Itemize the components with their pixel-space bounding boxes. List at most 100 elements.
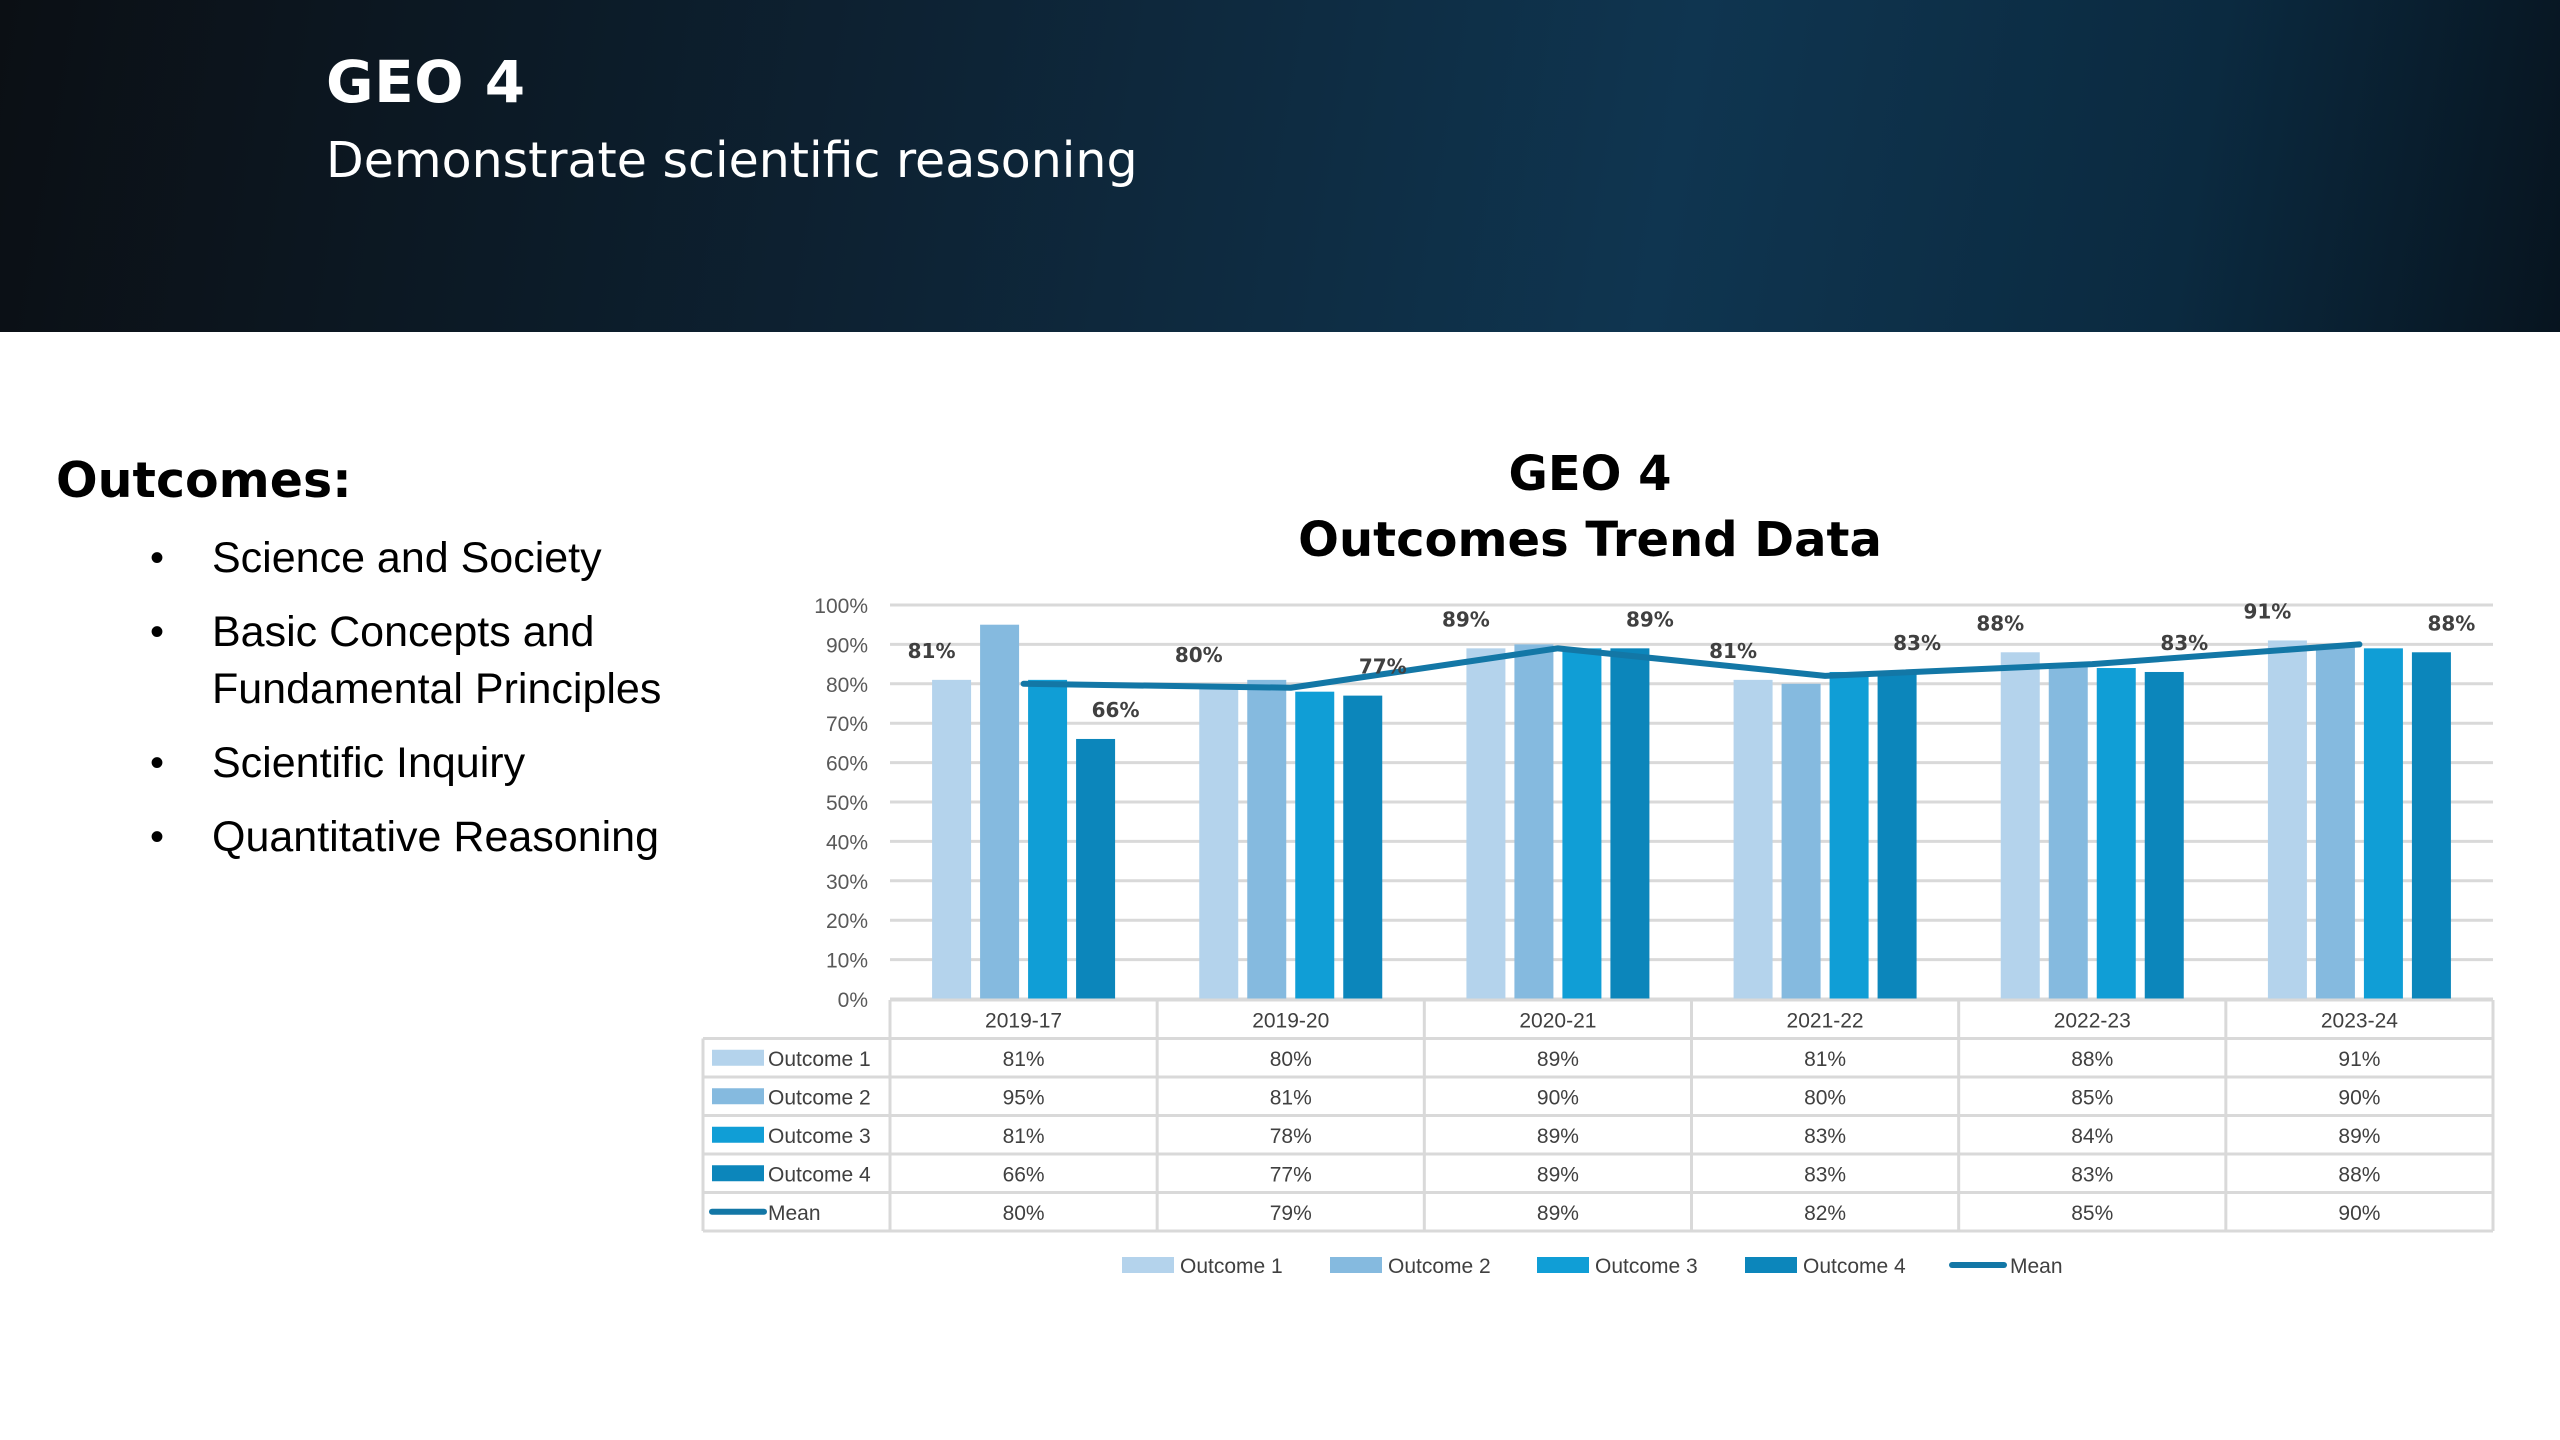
table-series-name: Outcome 2 bbox=[768, 1086, 871, 1109]
table-cell: 88% bbox=[2338, 1163, 2380, 1186]
bar-outcome-2 bbox=[1781, 683, 1821, 999]
legend-label: Outcome 1 bbox=[1180, 1255, 1283, 1278]
y-tick-label: 40% bbox=[826, 831, 868, 854]
bar-outcome-3 bbox=[1829, 671, 1869, 999]
data-label: 88% bbox=[2427, 611, 2475, 635]
table-series-name: Outcome 3 bbox=[768, 1125, 871, 1148]
legend-label: Outcome 4 bbox=[1803, 1255, 1906, 1278]
y-tick-label: 60% bbox=[826, 753, 868, 776]
table-series-name: Mean bbox=[768, 1202, 821, 1225]
table-cell: 82% bbox=[1804, 1202, 1846, 1225]
legend-key-outcome-3 bbox=[1537, 1257, 1589, 1273]
bar-outcome-1 bbox=[1199, 683, 1239, 999]
table-legend-key-outcome-3 bbox=[712, 1126, 764, 1143]
table-cell: 81% bbox=[1270, 1086, 1312, 1109]
category-label: 2020-21 bbox=[1519, 1009, 1596, 1032]
y-tick-label: 80% bbox=[826, 674, 868, 697]
table-cell: 80% bbox=[1804, 1086, 1846, 1109]
table-legend-key-outcome-1 bbox=[712, 1049, 764, 1066]
header-banner: GEO 4 Demonstrate scientific reasoning bbox=[0, 0, 2560, 332]
bar-outcome-2 bbox=[980, 624, 1020, 999]
legend-key-outcome-2 bbox=[1330, 1257, 1382, 1273]
bar-outcome-4 bbox=[2411, 652, 2451, 999]
bar-outcome-2 bbox=[2048, 664, 2088, 999]
chart-title-line-2: Outcomes Trend Data bbox=[1298, 512, 1882, 568]
y-tick-label: 10% bbox=[826, 950, 868, 973]
table-cell: 95% bbox=[1003, 1086, 1045, 1109]
table-cell: 78% bbox=[1270, 1125, 1312, 1148]
table-cell: 77% bbox=[1270, 1163, 1312, 1186]
table-series-name: Outcome 1 bbox=[768, 1048, 871, 1071]
table-cell: 80% bbox=[1270, 1048, 1312, 1071]
table-cell: 83% bbox=[1804, 1163, 1846, 1186]
table-cell: 89% bbox=[1537, 1048, 1579, 1071]
bar-outcome-3 bbox=[1562, 648, 1602, 999]
table-cell: 90% bbox=[2338, 1086, 2380, 1109]
table-cell: 89% bbox=[1537, 1125, 1579, 1148]
legend-label: Outcome 2 bbox=[1388, 1255, 1491, 1278]
y-tick-label: 70% bbox=[826, 713, 868, 736]
bar-outcome-4 bbox=[1610, 648, 1650, 999]
table-cell: 89% bbox=[2338, 1125, 2380, 1148]
table-cell: 66% bbox=[1003, 1163, 1045, 1186]
table-cell: 85% bbox=[2071, 1202, 2113, 1225]
table-cell: 83% bbox=[1804, 1125, 1846, 1148]
bar-outcome-4 bbox=[2144, 671, 2184, 999]
outcome-item: Scientific Inquiry bbox=[150, 735, 772, 792]
outcomes-heading: Outcomes: bbox=[56, 452, 352, 509]
table-cell: 91% bbox=[2338, 1048, 2380, 1071]
bar-outcome-3 bbox=[2096, 668, 2136, 999]
category-label: 2022-23 bbox=[2054, 1009, 2131, 1032]
bar-outcome-3 bbox=[2363, 648, 2403, 999]
bar-outcome-4 bbox=[1877, 671, 1917, 999]
chart-title-line-1: GEO 4 bbox=[1508, 446, 1672, 502]
table-cell: 89% bbox=[1537, 1202, 1579, 1225]
data-label: 66% bbox=[1092, 698, 1140, 722]
outcomes-list: Science and Society Basic Concepts and F… bbox=[150, 530, 772, 883]
legend-key-outcome-1 bbox=[1122, 1257, 1174, 1273]
bar-outcome-1 bbox=[932, 679, 972, 999]
data-label: 89% bbox=[1626, 607, 1674, 631]
data-label: 81% bbox=[908, 639, 956, 663]
data-label: 88% bbox=[1976, 611, 2024, 635]
bar-outcome-3 bbox=[1028, 679, 1068, 999]
bar-outcome-4 bbox=[1076, 738, 1116, 999]
page-subtitle: Demonstrate scientific reasoning bbox=[326, 132, 1138, 189]
y-tick-label: 20% bbox=[826, 910, 868, 933]
bar-outcome-3 bbox=[1295, 691, 1335, 999]
table-cell: 80% bbox=[1003, 1202, 1045, 1225]
bar-outcome-1 bbox=[2000, 652, 2040, 999]
page-title: GEO 4 bbox=[326, 48, 526, 116]
data-label: 81% bbox=[1709, 639, 1757, 663]
y-tick-label: 50% bbox=[826, 792, 868, 815]
bar-outcome-4 bbox=[1343, 695, 1383, 999]
category-label: 2023-24 bbox=[2321, 1009, 2398, 1032]
legend-label: Mean bbox=[2010, 1255, 2063, 1278]
data-label: 77% bbox=[1359, 655, 1407, 679]
table-series-name: Outcome 4 bbox=[768, 1163, 871, 1186]
y-tick-label: 100% bbox=[814, 595, 868, 618]
table-cell: 81% bbox=[1003, 1048, 1045, 1071]
table-cell: 81% bbox=[1003, 1125, 1045, 1148]
bar-outcome-2 bbox=[1247, 679, 1287, 999]
data-label: 80% bbox=[1175, 643, 1223, 667]
y-tick-label: 90% bbox=[826, 634, 868, 657]
legend-label: Outcome 3 bbox=[1595, 1255, 1698, 1278]
table-cell: 90% bbox=[1537, 1086, 1579, 1109]
table-cell: 81% bbox=[1804, 1048, 1846, 1071]
table-cell: 89% bbox=[1537, 1163, 1579, 1186]
data-label: 83% bbox=[2160, 631, 2208, 655]
category-label: 2021-22 bbox=[1787, 1009, 1864, 1032]
table-cell: 83% bbox=[2071, 1163, 2113, 1186]
legend-key-outcome-4 bbox=[1745, 1257, 1797, 1273]
data-label: 83% bbox=[1893, 631, 1941, 655]
y-tick-label: 30% bbox=[826, 871, 868, 894]
bar-outcome-2 bbox=[2315, 644, 2355, 999]
table-legend-key-outcome-4 bbox=[712, 1165, 764, 1182]
category-label: 2019-20 bbox=[1252, 1009, 1329, 1032]
bar-outcome-2 bbox=[1514, 644, 1554, 999]
outcome-item: Science and Society bbox=[150, 530, 772, 587]
bar-outcome-1 bbox=[1733, 679, 1773, 999]
table-cell: 79% bbox=[1270, 1202, 1312, 1225]
